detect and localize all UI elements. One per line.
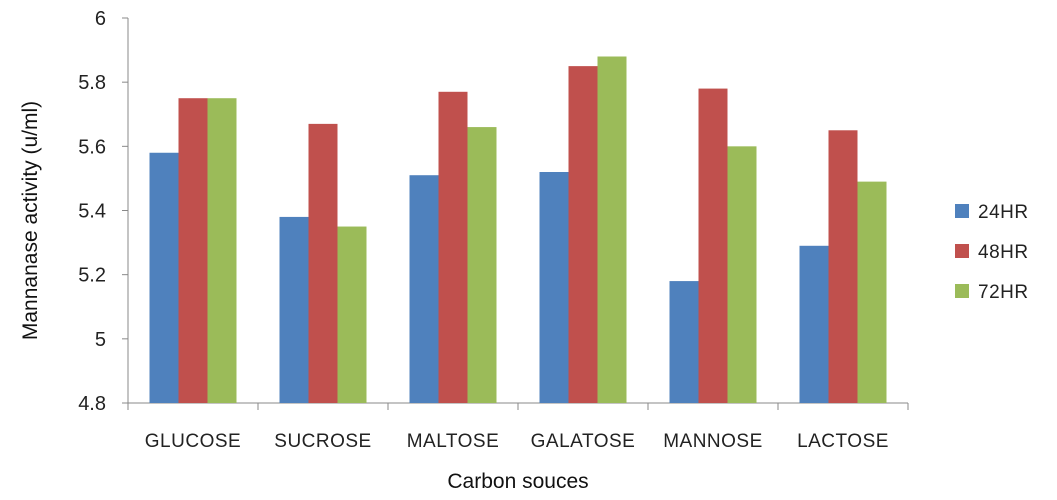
bar-24hr-galatose bbox=[539, 172, 569, 403]
y-axis: 4.8 5 5.2 5.4 5.6 5.8 6 bbox=[78, 8, 129, 415]
bar-48hr-glucose bbox=[178, 98, 208, 403]
bar-48hr-galatose bbox=[568, 66, 598, 403]
bar-24hr-lactose bbox=[799, 245, 829, 403]
y-tick-label: 5.2 bbox=[78, 265, 106, 287]
legend-swatch bbox=[955, 204, 969, 218]
x-category-label: LACTOSE bbox=[797, 431, 889, 452]
bar-24hr-maltose bbox=[409, 175, 439, 403]
bar-72hr-galatose bbox=[597, 56, 627, 403]
x-category-label: SUCROSE bbox=[274, 431, 371, 452]
y-tick-label: 5 bbox=[95, 329, 106, 351]
x-axis: GLUCOSE SUCROSE MALTOSE GALATOSE MANNOSE LACT… bbox=[127, 402, 909, 452]
legend-label: 72HR bbox=[978, 282, 1029, 303]
x-category-label: GLUCOSE bbox=[145, 431, 241, 452]
y-tick-label: 6 bbox=[95, 8, 106, 30]
bar-48hr-maltose bbox=[438, 91, 468, 404]
bar-24hr-glucose bbox=[149, 152, 179, 403]
x-category-label: GALATOSE bbox=[531, 431, 636, 452]
bar-48hr-lactose bbox=[828, 130, 858, 403]
x-axis-title: Carbon souces bbox=[447, 470, 588, 493]
legend-label: 24HR bbox=[978, 202, 1029, 223]
bar-24hr-mannose bbox=[669, 281, 699, 403]
bar-72hr-glucose bbox=[207, 98, 237, 403]
bar-72hr-sucrose bbox=[337, 226, 367, 403]
y-tick-label: 5.6 bbox=[78, 136, 106, 158]
legend-swatch bbox=[955, 244, 969, 258]
y-tick-label: 5.4 bbox=[78, 201, 106, 223]
bar-48hr-sucrose bbox=[308, 123, 338, 403]
bar-72hr-lactose bbox=[857, 181, 887, 403]
y-tick-label: 5.8 bbox=[78, 72, 106, 94]
legend: 24HR 48HR 72HR bbox=[955, 202, 1029, 303]
bar-72hr-maltose bbox=[467, 127, 497, 403]
x-category-label: MANNOSE bbox=[663, 431, 763, 452]
x-category-label: MALTOSE bbox=[407, 431, 500, 452]
bar-72hr-mannose bbox=[727, 146, 757, 404]
y-tick-label: 4.8 bbox=[78, 393, 106, 415]
legend-swatch bbox=[955, 284, 969, 298]
bar-48hr-mannose bbox=[698, 88, 728, 403]
bars-group bbox=[149, 56, 887, 404]
y-axis-title: Mannanase activity (u/ml) bbox=[19, 101, 42, 340]
bar-24hr-sucrose bbox=[279, 216, 309, 403]
legend-label: 48HR bbox=[978, 242, 1029, 263]
